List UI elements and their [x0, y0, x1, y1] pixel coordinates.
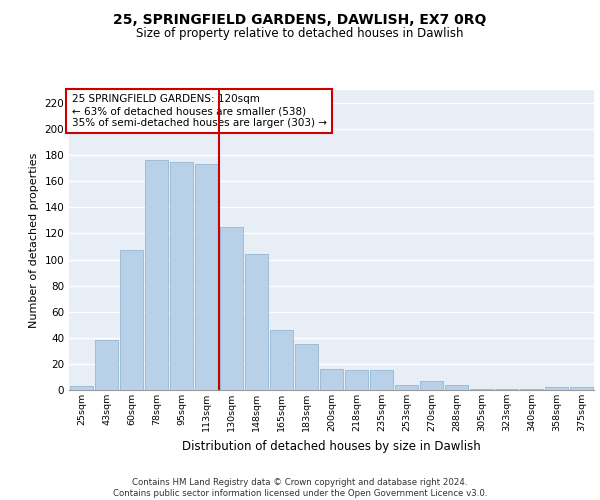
Text: Size of property relative to detached houses in Dawlish: Size of property relative to detached ho…	[136, 28, 464, 40]
Bar	[245, 254, 268, 390]
Bar	[370, 370, 393, 390]
Text: Contains HM Land Registry data © Crown copyright and database right 2024.
Contai: Contains HM Land Registry data © Crown c…	[113, 478, 487, 498]
Text: 25 SPRINGFIELD GARDENS: 120sqm
← 63% of detached houses are smaller (538)
35% of: 25 SPRINGFIELD GARDENS: 120sqm ← 63% of …	[71, 94, 326, 128]
Bar	[545, 388, 568, 390]
Bar	[320, 369, 343, 390]
Bar	[420, 381, 443, 390]
Bar	[95, 340, 118, 390]
Bar	[270, 330, 293, 390]
Bar	[70, 386, 93, 390]
Bar	[345, 370, 368, 390]
Bar	[470, 388, 493, 390]
Bar	[520, 388, 543, 390]
Bar	[120, 250, 143, 390]
Bar	[445, 385, 468, 390]
Bar	[170, 162, 193, 390]
Text: 25, SPRINGFIELD GARDENS, DAWLISH, EX7 0RQ: 25, SPRINGFIELD GARDENS, DAWLISH, EX7 0R…	[113, 12, 487, 26]
Bar	[220, 227, 243, 390]
Bar	[145, 160, 168, 390]
X-axis label: Distribution of detached houses by size in Dawlish: Distribution of detached houses by size …	[182, 440, 481, 452]
Bar	[395, 385, 418, 390]
Bar	[295, 344, 318, 390]
Y-axis label: Number of detached properties: Number of detached properties	[29, 152, 39, 328]
Bar	[570, 388, 593, 390]
Bar	[495, 388, 518, 390]
Bar	[195, 164, 218, 390]
